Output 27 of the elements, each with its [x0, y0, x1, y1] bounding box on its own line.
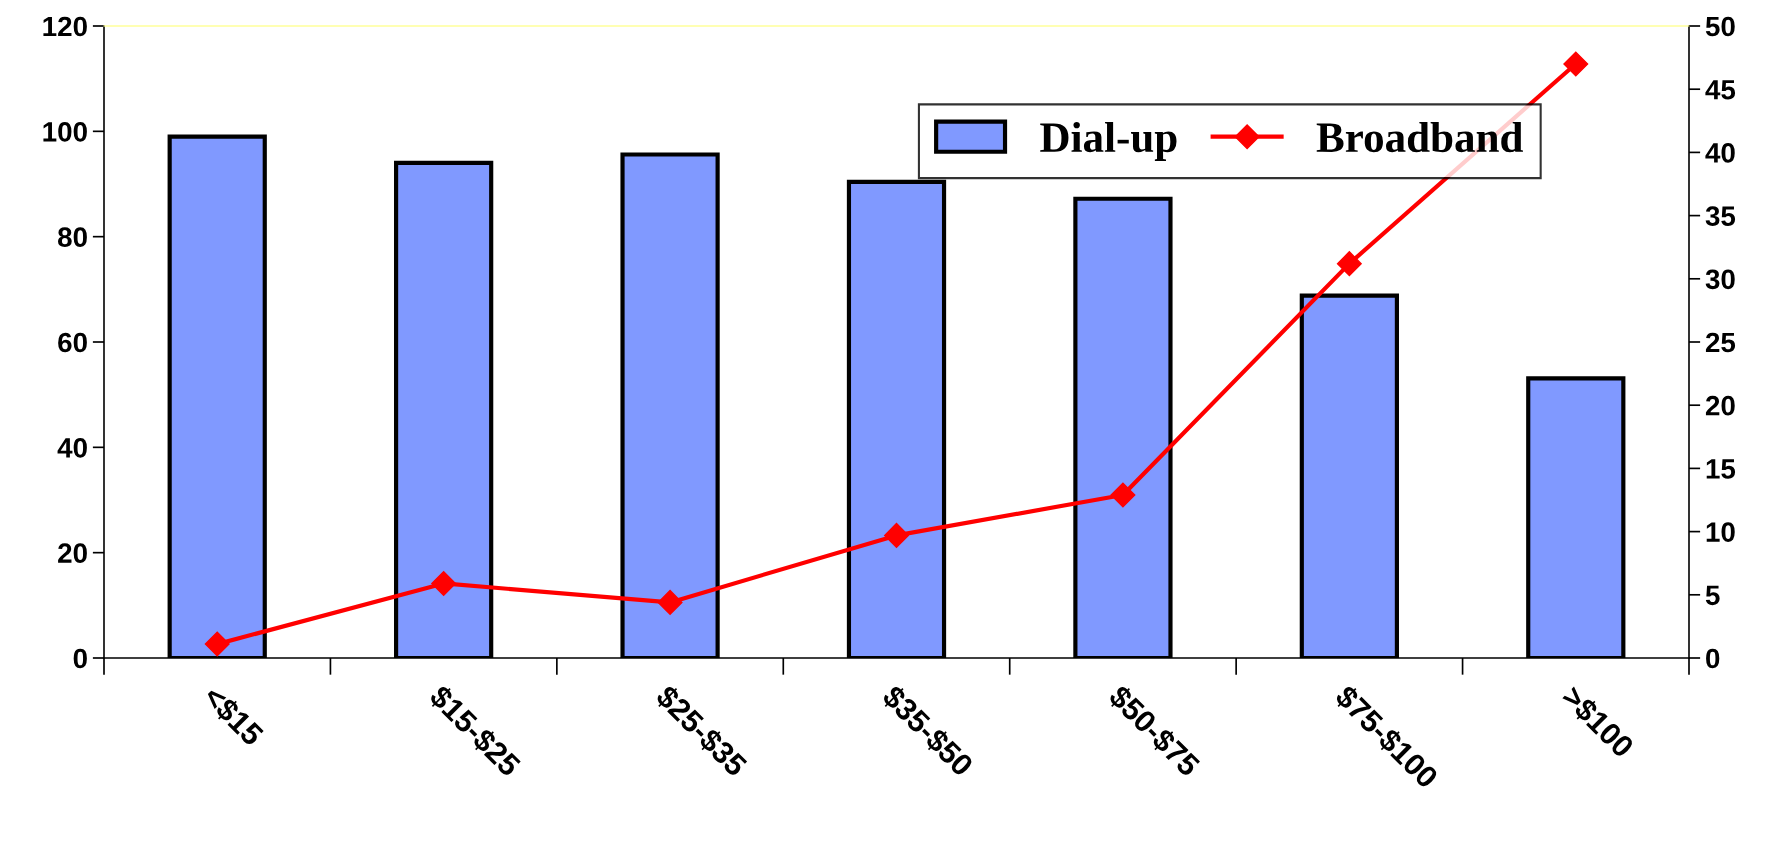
- y-tick-label: 60: [58, 332, 87, 353]
- point: [1563, 51, 1589, 77]
- y-tick-label: 40: [57, 438, 87, 458]
- y2-tick-label: 0: [1706, 648, 1720, 669]
- point: [204, 631, 230, 657]
- legend-label: Broadband: [1316, 121, 1523, 153]
- y-tick-label: 20: [58, 543, 87, 564]
- y2-tick-label: 40: [1705, 143, 1735, 163]
- y-tick-label: 120: [43, 16, 87, 37]
- y-tick-label: 100: [43, 122, 87, 142]
- point: [1336, 251, 1362, 277]
- y-tick-label: 0: [73, 648, 87, 669]
- y2-tick-label: 20: [1705, 395, 1735, 416]
- legend-label: Dial-up: [1040, 121, 1177, 161]
- y2-tick-label: 35: [1705, 206, 1736, 226]
- y2-tick-label: 50: [1705, 16, 1735, 37]
- y2-tick-label: 25: [1705, 332, 1736, 353]
- y2-tick-label: 30: [1705, 269, 1735, 290]
- point: [657, 589, 683, 615]
- point: [431, 570, 457, 596]
- y2-tick-label: 5: [1705, 585, 1720, 606]
- point: [1110, 482, 1136, 508]
- y2-tick-label: 10: [1706, 522, 1735, 542]
- y-tick-label: 80: [58, 227, 87, 248]
- point: [884, 522, 909, 548]
- y2-tick-label: 45: [1705, 80, 1736, 100]
- y2-tick-label: 15: [1706, 459, 1736, 479]
